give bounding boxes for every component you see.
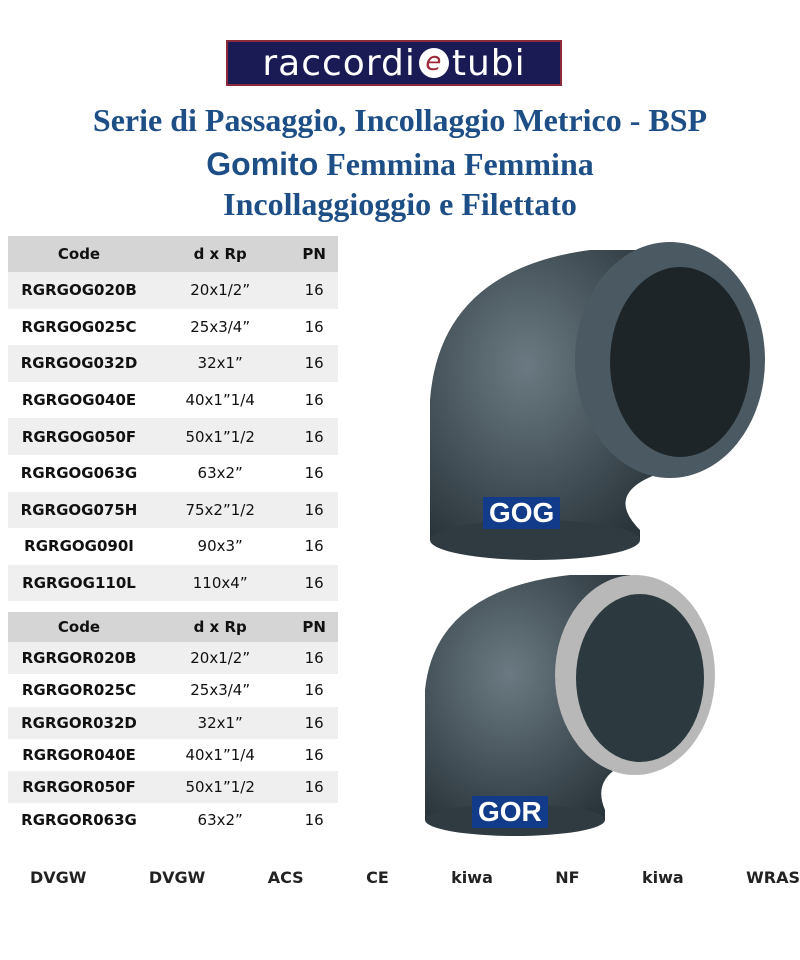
cell: 75x2”1/2 xyxy=(150,491,291,529)
product-images xyxy=(425,242,765,836)
cert-logo: WRAS xyxy=(746,868,800,887)
header-row: Code d x Rp PN xyxy=(8,236,338,272)
row: RGRGOG020B 20x1/2” 16 xyxy=(8,272,338,309)
cell: RGRGOG025C xyxy=(21,317,137,336)
title: Serie di Passaggio, Incollaggio Metrico … xyxy=(92,102,708,138)
elbow-bore xyxy=(610,267,750,457)
cell: RGRGOR032D xyxy=(8,706,150,739)
cell: RGRGOR025C xyxy=(21,681,137,700)
certifications: DVGW DVGW ACS CE kiwa NF kiwa WRAS xyxy=(30,868,800,887)
elbow-bore xyxy=(576,594,704,762)
row: RGRGOR020B 20x1/2” 16 xyxy=(8,642,338,675)
cell: 20x1/2” xyxy=(150,272,291,309)
logo-text: raccordi xyxy=(262,42,416,84)
cert-logo: DVGW xyxy=(148,868,206,887)
cell: 50x1”1/2 xyxy=(150,418,291,455)
cert-logo: CE xyxy=(366,868,389,887)
cell: 50x1”1/2 xyxy=(150,771,291,804)
code-table: Code d x Rp PN RGRGOG020B 20x1/2” 16 RGRGOG025… xyxy=(8,236,338,602)
header-row: Code d x Rp PN xyxy=(8,612,338,642)
row: RGRGOG110L 110x4” 16 xyxy=(8,564,338,602)
cell: 16 xyxy=(290,564,338,602)
row: RGRGOR032D 32x1” 16 xyxy=(8,706,338,739)
cell: 40x1”1/4 xyxy=(185,391,255,410)
cell: 16 xyxy=(290,706,338,739)
row: RGRGOG063G 63x2” 16 xyxy=(8,455,338,492)
cell: RGRGOG050F xyxy=(8,418,150,455)
row: RGRGOG090I 90x3” 16 xyxy=(8,528,338,565)
cell: 16 xyxy=(290,418,338,455)
cell: 25x3/4” xyxy=(190,681,251,700)
cert-logo: kiwa xyxy=(642,868,684,887)
logo-text: e xyxy=(418,48,449,78)
cell: RGRGOG063G xyxy=(20,464,138,483)
cell: RGRGOR040E xyxy=(22,746,136,765)
cell: 40x1”1/4 xyxy=(185,746,255,765)
cell: 16 xyxy=(290,642,338,675)
code-table: Code d x Rp PN RGRGOR020B 20x1/2” 16 RGRGOR025… xyxy=(8,612,338,836)
cell: 110x4” xyxy=(150,564,291,602)
subtitle2: Incollaggioggio e Filettato xyxy=(223,186,577,222)
cell: 25x3/4” xyxy=(190,317,251,336)
logo-text: tubi xyxy=(451,42,526,84)
cell: 16 xyxy=(290,491,338,529)
cell: RGRGOG040E xyxy=(21,391,137,410)
cell: 16 xyxy=(304,464,324,483)
cell: 16 xyxy=(304,681,324,700)
cell: RGRGOG090I xyxy=(24,537,134,556)
row: RGRGOG050F 50x1”1/2 16 xyxy=(8,418,338,455)
header-cell: d x Rp xyxy=(150,612,291,642)
cell: RGRGOR020B xyxy=(8,642,150,675)
row: RGRGOR050F 50x1”1/2 16 xyxy=(8,771,338,804)
cell: 16 xyxy=(290,771,338,804)
row: RGRGOG075H 75x2”1/2 16 xyxy=(8,491,338,529)
header-cell: PN xyxy=(290,612,338,642)
cert-logo: kiwa xyxy=(451,868,493,887)
row: RGRGOG032D 32x1” 16 xyxy=(8,345,338,382)
cell: RGRGOG110L xyxy=(8,564,150,602)
cell: RGRGOG032D xyxy=(8,345,150,382)
cell: 32x1” xyxy=(150,345,291,382)
cell: 16 xyxy=(304,391,324,410)
header-cell: Code xyxy=(8,612,150,642)
product-label: GOG xyxy=(483,497,561,529)
cell: RGRGOG075H xyxy=(8,491,150,529)
subtitle-text: Femmina Femmina xyxy=(326,146,594,182)
cell: RGRGOR063G xyxy=(21,810,137,829)
header-cell: PN xyxy=(290,236,338,272)
cell: RGRGOR050F xyxy=(8,771,150,804)
elbow-base xyxy=(430,520,640,560)
cell: 90x3” xyxy=(197,537,243,556)
cell: 16 xyxy=(304,317,324,336)
cell: RGRGOG020B xyxy=(8,272,150,309)
row: RGRGOR025C 25x3/4” 16 xyxy=(8,674,338,706)
cert-logo: DVGW xyxy=(30,868,87,887)
cell: 16 xyxy=(304,537,324,556)
cell: 20x1/2” xyxy=(150,642,291,675)
logo: raccordi e tubi xyxy=(226,40,562,86)
subtitle: Gomito Femmina Femmina xyxy=(0,146,800,183)
row: RGRGOR040E 40x1”1/4 16 xyxy=(8,739,338,771)
cert-logo: ACS xyxy=(267,868,304,887)
subtitle-bold: Gomito xyxy=(206,146,319,182)
product-label: GOR xyxy=(472,796,548,828)
cell: 32x1” xyxy=(150,706,291,739)
header-cell: d x Rp xyxy=(150,236,291,272)
cell: 16 xyxy=(304,810,324,829)
cell: 63x2” xyxy=(197,464,243,483)
cell: 16 xyxy=(304,746,324,765)
header-cell: Code xyxy=(8,236,150,272)
cert-logo: NF xyxy=(555,868,580,887)
cell: 16 xyxy=(290,345,338,382)
row: RGRGOG025C 25x3/4” 16 xyxy=(8,309,338,346)
cell: 63x2” xyxy=(197,810,243,829)
row: RGRGOG040E 40x1”1/4 16 xyxy=(8,382,338,419)
row: RGRGOR063G 63x2” 16 xyxy=(8,803,338,835)
cell: 16 xyxy=(290,272,338,309)
